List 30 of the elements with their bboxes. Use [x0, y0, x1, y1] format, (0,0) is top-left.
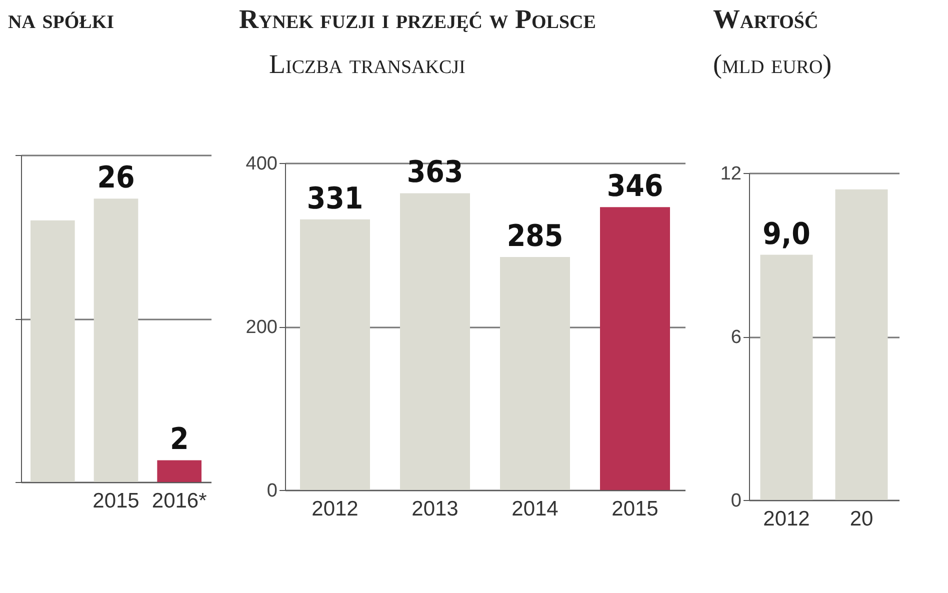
bar: [500, 257, 570, 490]
chart-title: Wartość: [713, 4, 820, 35]
y-tick-label: 0: [730, 490, 742, 512]
chart-subtitle: Liczba transakcji: [268, 49, 466, 79]
y-tick-label: 12: [720, 164, 742, 184]
x-tick-label: 2015: [612, 498, 658, 520]
x-tick-label: 2013: [412, 498, 458, 520]
data-label: 285: [506, 219, 564, 254]
data-label: 363: [406, 155, 464, 190]
bar: [400, 193, 470, 490]
chart-title: Rynek fuzji i przejęć w Polsce: [239, 4, 597, 35]
y-tick-label: 6: [730, 327, 742, 348]
data-label: 9,0: [762, 216, 810, 252]
y-tick-label: 0: [266, 480, 278, 502]
y-tick-label: 200: [246, 317, 278, 338]
x-tick-label: 2014: [512, 498, 559, 520]
bar: [600, 207, 670, 490]
x-tick-label: 20: [850, 508, 874, 530]
x-tick-label: 2015: [92, 490, 140, 512]
data-label: 331: [306, 181, 364, 216]
chart-title: na spółki: [8, 4, 115, 35]
chart-subtitle: (mld euro): [713, 49, 833, 79]
bar: [300, 219, 370, 490]
data-label: 346: [606, 169, 664, 204]
y-tick-label: 400: [246, 154, 278, 174]
x-tick-label: 2012: [763, 508, 810, 530]
data-label: 2: [170, 422, 189, 458]
x-tick-label: 2016*: [152, 490, 207, 512]
data-label: 26: [97, 160, 135, 196]
x-tick-label: 2012: [312, 498, 358, 520]
